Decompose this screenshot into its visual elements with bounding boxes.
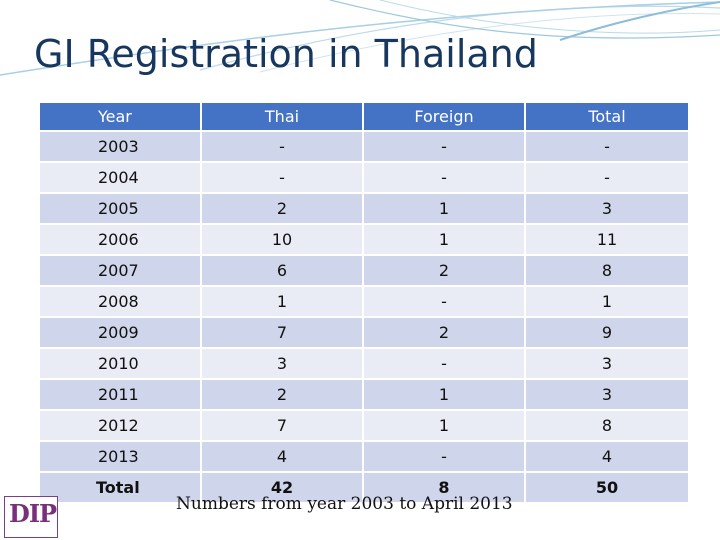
table-row: 2010 3 - 3 — [38, 347, 690, 380]
cell-total: 4 — [524, 440, 690, 473]
cell-thai: - — [200, 130, 364, 163]
dip-logo-icon: DIP — [4, 496, 58, 538]
table-row: 2003 - - - — [38, 130, 690, 163]
cell-total-label: Total — [38, 471, 202, 504]
table-row: 2004 - - - — [38, 161, 690, 194]
table-header-row: Year Thai Foreign Total — [38, 101, 690, 132]
cell-foreign: 2 — [362, 316, 526, 349]
cell-thai: 6 — [200, 254, 364, 287]
cell-foreign: - — [362, 285, 526, 318]
cell-foreign: 1 — [362, 409, 526, 442]
cell-year: 2004 — [38, 161, 202, 194]
cell-year: 2007 — [38, 254, 202, 287]
cell-total: 8 — [524, 254, 690, 287]
cell-thai: 10 — [200, 223, 364, 256]
table-row: 2005 2 1 3 — [38, 192, 690, 225]
cell-foreign: 1 — [362, 223, 526, 256]
cell-total: 3 — [524, 378, 690, 411]
cell-year: 2009 — [38, 316, 202, 349]
cell-thai: 7 — [200, 316, 364, 349]
table-row: 2007 6 2 8 — [38, 254, 690, 287]
cell-thai: - — [200, 161, 364, 194]
cell-total: 3 — [524, 192, 690, 225]
header-total: Total — [524, 101, 690, 132]
cell-thai: 1 — [200, 285, 364, 318]
header-swoosh-decoration — [0, 0, 720, 80]
cell-year: 2008 — [38, 285, 202, 318]
cell-year: 2012 — [38, 409, 202, 442]
cell-thai: 7 — [200, 409, 364, 442]
cell-total-foreign: 8 — [362, 471, 526, 504]
table-row: 2011 2 1 3 — [38, 378, 690, 411]
cell-foreign: - — [362, 347, 526, 380]
cell-year: 2011 — [38, 378, 202, 411]
header-foreign: Foreign — [362, 101, 526, 132]
header-thai: Thai — [200, 101, 364, 132]
cell-foreign: - — [362, 440, 526, 473]
cell-year: 2010 — [38, 347, 202, 380]
page-title: GI Registration in Thailand — [34, 32, 538, 76]
cell-foreign: - — [362, 130, 526, 163]
table-total-row: Total 42 8 50 — [38, 471, 690, 504]
logo-text: DIP — [9, 499, 57, 528]
cell-total: - — [524, 161, 690, 194]
cell-total: - — [524, 130, 690, 163]
cell-total: 11 — [524, 223, 690, 256]
table-row: 2012 7 1 8 — [38, 409, 690, 442]
cell-year: 2006 — [38, 223, 202, 256]
cell-year: 2005 — [38, 192, 202, 225]
table-row: 2009 7 2 9 — [38, 316, 690, 349]
cell-thai: 2 — [200, 192, 364, 225]
header-year: Year — [38, 101, 202, 132]
cell-foreign: 2 — [362, 254, 526, 287]
cell-total-thai: 42 — [200, 471, 364, 504]
cell-total: 8 — [524, 409, 690, 442]
cell-total-total: 50 — [524, 471, 690, 504]
cell-total: 9 — [524, 316, 690, 349]
cell-total: 3 — [524, 347, 690, 380]
cell-thai: 3 — [200, 347, 364, 380]
cell-thai: 2 — [200, 378, 364, 411]
gi-registration-table: Year Thai Foreign Total 2003 - - - 2004 … — [38, 101, 690, 504]
cell-foreign: 1 — [362, 378, 526, 411]
table-row: 2008 1 - 1 — [38, 285, 690, 318]
cell-total: 1 — [524, 285, 690, 318]
cell-foreign: - — [362, 161, 526, 194]
cell-thai: 4 — [200, 440, 364, 473]
cell-foreign: 1 — [362, 192, 526, 225]
cell-year: 2013 — [38, 440, 202, 473]
table-row: 2013 4 - 4 — [38, 440, 690, 473]
footnote: Numbers from year 2003 to April 2013 — [176, 494, 513, 514]
table-row: 2006 10 1 11 — [38, 223, 690, 256]
cell-year: 2003 — [38, 130, 202, 163]
